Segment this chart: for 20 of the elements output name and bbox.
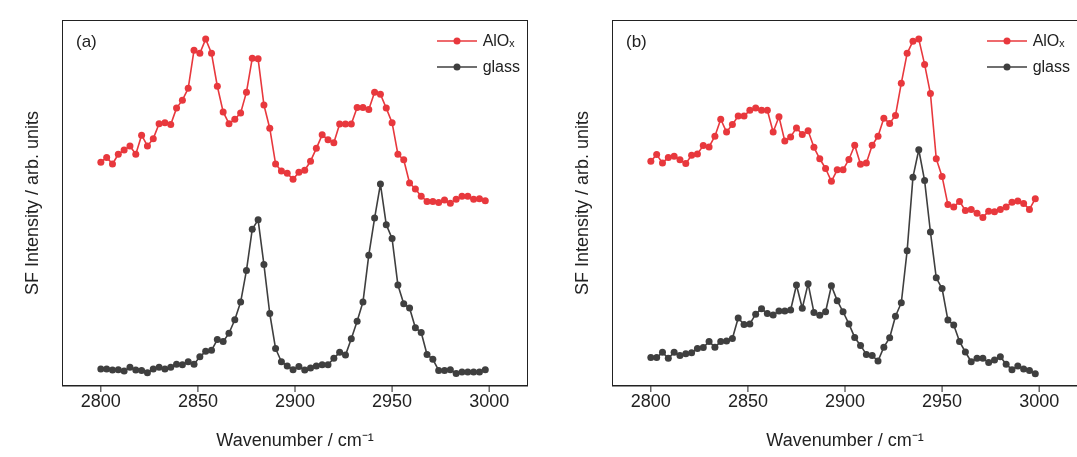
x-axis-title: Wavenumber / cm⁻¹	[766, 430, 924, 450]
x-tick-label: 2900	[274, 390, 316, 411]
annotation: (b)	[626, 32, 647, 52]
x-axis-title: Wavenumber / cm⁻¹	[216, 430, 374, 450]
x-tick-label: 3000	[469, 390, 510, 411]
legend-label: AlOₓ	[482, 31, 515, 51]
x-tick-label: 2800	[630, 390, 671, 411]
legend-label: glass	[482, 57, 520, 77]
x-tick-label: 2950	[922, 390, 963, 411]
legend-label: AlOₓ	[1032, 31, 1065, 51]
x-tick-label: 2950	[372, 390, 413, 411]
legend-label: glass	[1032, 57, 1070, 77]
x-tick-label: 3000	[1019, 390, 1060, 411]
y-axis-title: SF Intensity / arb. units	[571, 110, 593, 296]
x-tick-label: 2850	[177, 390, 218, 411]
x-tick-label: 2900	[824, 390, 866, 411]
x-tick-label: 2800	[80, 390, 121, 411]
annotation: (a)	[76, 32, 97, 52]
y-axis-title: SF Intensity / arb. units	[21, 110, 43, 296]
x-tick-label: 2850	[727, 390, 768, 411]
